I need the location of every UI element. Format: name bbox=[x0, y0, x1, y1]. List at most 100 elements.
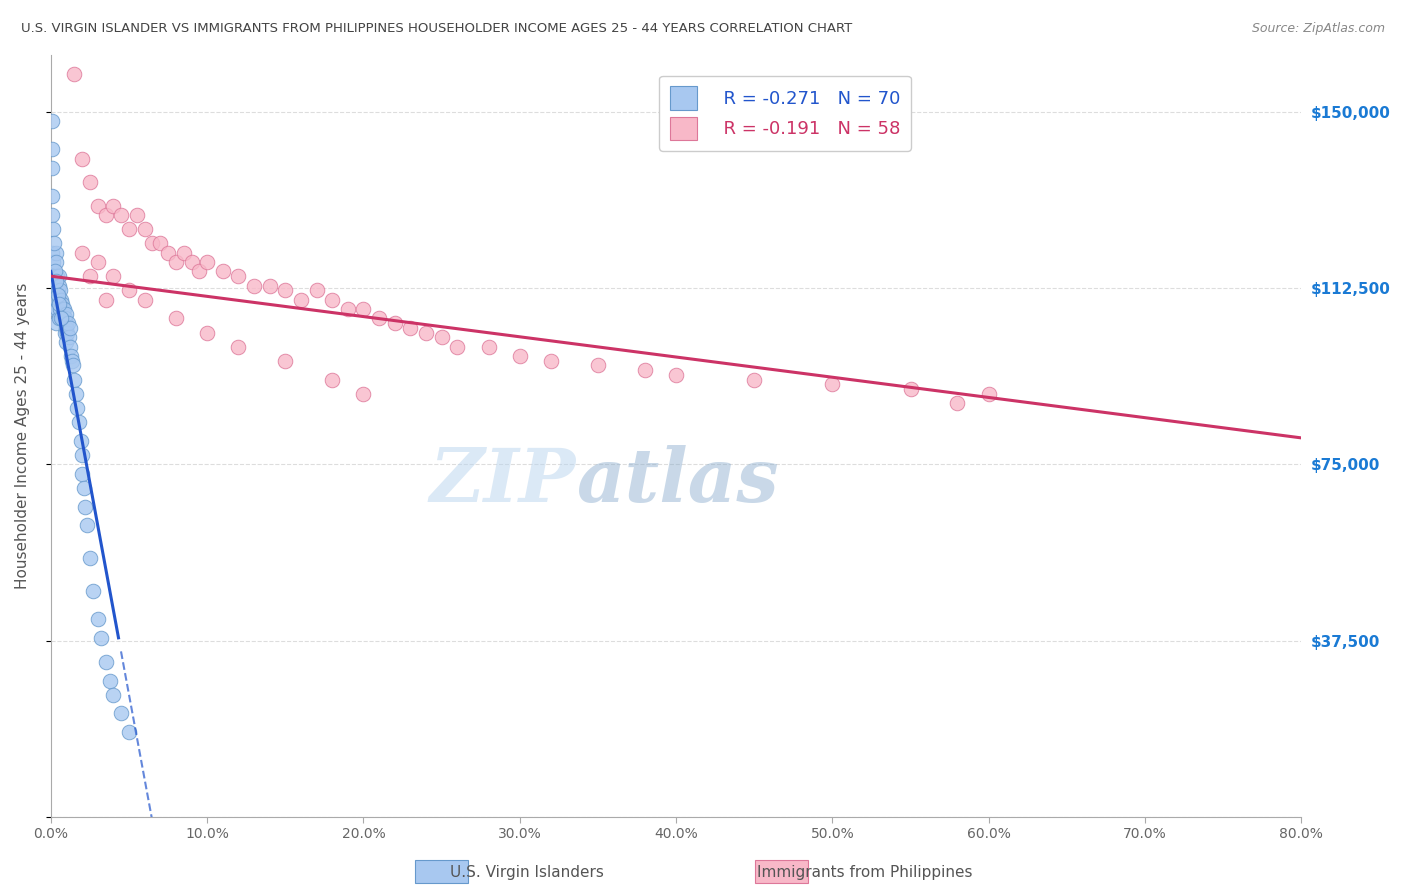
Point bbox=[42, 255, 65, 269]
Point bbox=[67, 415, 90, 429]
Point bbox=[42, 222, 65, 236]
Point bbox=[70, 152, 93, 166]
Point bbox=[48, 311, 70, 326]
Point bbox=[305, 283, 328, 297]
Point bbox=[56, 316, 79, 330]
Text: U.S. Virgin Islanders: U.S. Virgin Islanders bbox=[450, 865, 605, 880]
Point bbox=[70, 467, 93, 481]
Point bbox=[60, 353, 83, 368]
Point bbox=[165, 255, 187, 269]
Point bbox=[157, 245, 180, 260]
Point bbox=[243, 278, 266, 293]
Point bbox=[66, 401, 89, 415]
Y-axis label: Householder Income Ages 25 - 44 years: Householder Income Ages 25 - 44 years bbox=[15, 283, 30, 590]
Point bbox=[52, 307, 75, 321]
Point bbox=[87, 612, 110, 626]
Point bbox=[87, 199, 110, 213]
Point bbox=[58, 340, 80, 354]
Point bbox=[44, 245, 66, 260]
Point bbox=[399, 321, 422, 335]
Point bbox=[65, 386, 87, 401]
Point bbox=[42, 269, 65, 284]
Point bbox=[41, 208, 63, 222]
Point bbox=[228, 269, 250, 284]
Point bbox=[55, 316, 77, 330]
Point bbox=[48, 297, 70, 311]
Point bbox=[98, 673, 121, 688]
Point bbox=[977, 386, 1000, 401]
Point bbox=[742, 373, 765, 387]
Point bbox=[63, 373, 86, 387]
Point bbox=[51, 311, 73, 326]
Point bbox=[79, 551, 101, 566]
Point bbox=[446, 340, 468, 354]
Point bbox=[180, 255, 202, 269]
Point bbox=[336, 301, 359, 316]
Point bbox=[290, 293, 312, 307]
Point bbox=[173, 245, 195, 260]
Point bbox=[46, 288, 69, 302]
Point bbox=[46, 283, 69, 297]
Point bbox=[321, 293, 343, 307]
Point bbox=[76, 518, 98, 533]
Text: Source: ZipAtlas.com: Source: ZipAtlas.com bbox=[1251, 22, 1385, 36]
Point bbox=[42, 236, 65, 251]
Point bbox=[44, 264, 66, 278]
Text: atlas: atlas bbox=[576, 445, 779, 518]
Point bbox=[46, 301, 69, 316]
Point bbox=[41, 161, 63, 175]
Point bbox=[103, 688, 125, 702]
Point bbox=[70, 448, 93, 462]
Point bbox=[60, 349, 83, 363]
Text: Immigrants from Philippines: Immigrants from Philippines bbox=[756, 865, 973, 880]
Point bbox=[63, 67, 86, 81]
Point bbox=[51, 297, 73, 311]
Point bbox=[125, 208, 148, 222]
Point bbox=[946, 396, 969, 410]
Point bbox=[415, 326, 437, 340]
Point bbox=[195, 255, 218, 269]
Point bbox=[103, 199, 125, 213]
Point bbox=[41, 142, 63, 156]
Point bbox=[134, 222, 156, 236]
Point bbox=[46, 269, 69, 284]
Point bbox=[70, 245, 93, 260]
Point bbox=[149, 236, 172, 251]
Point bbox=[48, 293, 70, 307]
Point bbox=[55, 307, 77, 321]
Point bbox=[900, 382, 922, 396]
Point bbox=[321, 373, 343, 387]
Point bbox=[103, 269, 125, 284]
Point bbox=[134, 293, 156, 307]
Point bbox=[62, 359, 84, 373]
Point bbox=[368, 311, 391, 326]
Point bbox=[665, 368, 688, 382]
Point bbox=[45, 255, 67, 269]
Point bbox=[90, 631, 112, 645]
Point bbox=[540, 353, 562, 368]
Point bbox=[634, 363, 657, 377]
Point bbox=[87, 255, 110, 269]
Point bbox=[79, 175, 101, 189]
Point bbox=[165, 311, 187, 326]
Point bbox=[44, 283, 66, 297]
Point bbox=[48, 278, 70, 293]
Point bbox=[58, 321, 80, 335]
Text: ZIP: ZIP bbox=[430, 445, 576, 518]
Point bbox=[118, 725, 141, 739]
Point bbox=[41, 245, 63, 260]
Point bbox=[46, 293, 69, 307]
Point bbox=[94, 655, 117, 669]
Legend:   R = -0.271   N = 70,   R = -0.191   N = 58: R = -0.271 N = 70, R = -0.191 N = 58 bbox=[659, 76, 911, 151]
Point bbox=[49, 293, 72, 307]
Point bbox=[42, 301, 65, 316]
Text: U.S. VIRGIN ISLANDER VS IMMIGRANTS FROM PHILIPPINES HOUSEHOLDER INCOME AGES 25 -: U.S. VIRGIN ISLANDER VS IMMIGRANTS FROM … bbox=[21, 22, 852, 36]
Point bbox=[259, 278, 281, 293]
Point bbox=[58, 330, 80, 344]
Point bbox=[430, 330, 453, 344]
Point bbox=[94, 208, 117, 222]
Point bbox=[53, 311, 76, 326]
Point bbox=[55, 334, 77, 349]
Point bbox=[49, 311, 72, 326]
Point bbox=[353, 301, 375, 316]
